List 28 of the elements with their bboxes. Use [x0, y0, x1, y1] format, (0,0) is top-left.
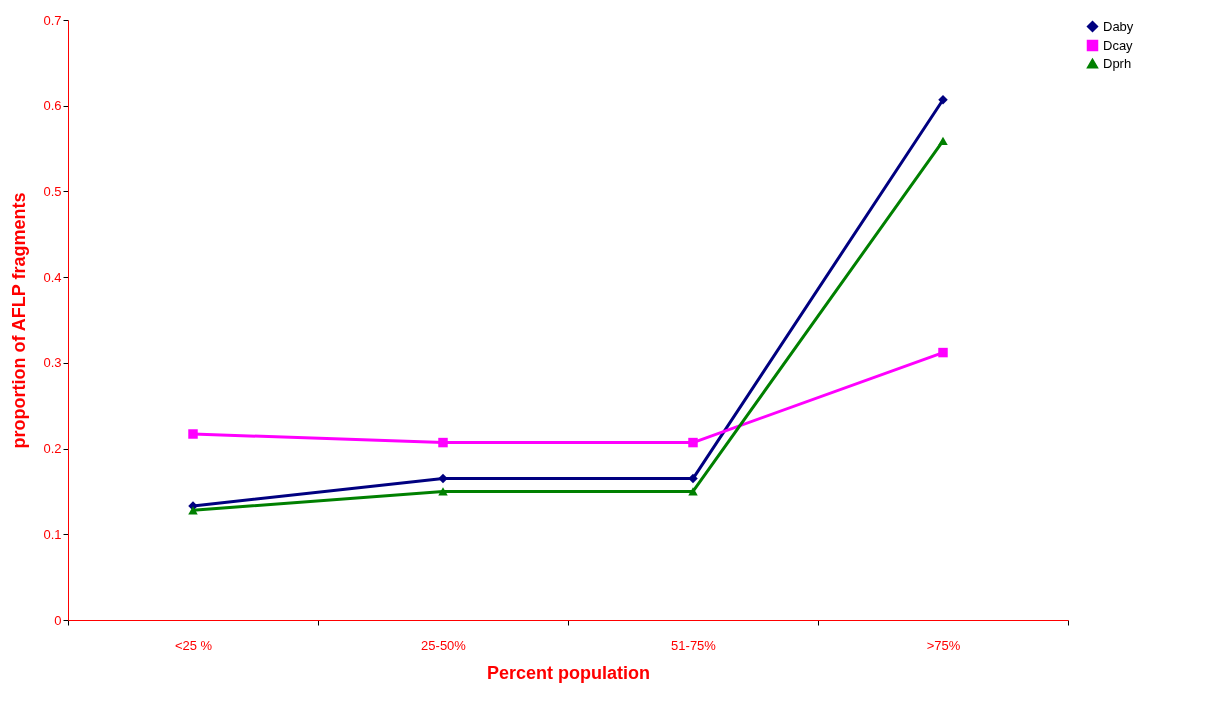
x-tick-label: >75% — [926, 637, 961, 653]
y-tick-label: 0.5 — [43, 183, 62, 199]
point — [188, 429, 198, 439]
x-tick-label: 51-75% — [671, 637, 717, 653]
y-tick-label: 0.2 — [43, 441, 62, 457]
x-axis-title: Percent population — [486, 662, 651, 683]
y-tick-label: 0.3 — [43, 355, 62, 371]
legend-label: Dprh — [1103, 55, 1132, 71]
point — [438, 487, 448, 496]
point — [938, 347, 948, 358]
point — [188, 506, 198, 515]
x-tick-label: <25 % — [174, 637, 213, 653]
y-tick-label: 0.4 — [43, 269, 62, 285]
point — [688, 487, 698, 496]
legend-label: Dcay — [1103, 37, 1134, 53]
y-tick-label: 0.7 — [43, 12, 62, 28]
y-tick-label: 0.1 — [43, 526, 62, 542]
y-axis-title: proportion of AFLP fragments — [9, 192, 30, 449]
point — [938, 94, 948, 105]
point — [688, 437, 698, 448]
point — [938, 136, 948, 145]
point — [438, 437, 448, 448]
x-tick-label: 25-50% — [421, 637, 467, 653]
legend-label: Daby — [1103, 18, 1134, 34]
y-tick-label: 0.6 — [43, 98, 62, 114]
point — [438, 473, 448, 484]
y-tick-label: 0 — [54, 612, 62, 628]
point — [688, 473, 698, 484]
